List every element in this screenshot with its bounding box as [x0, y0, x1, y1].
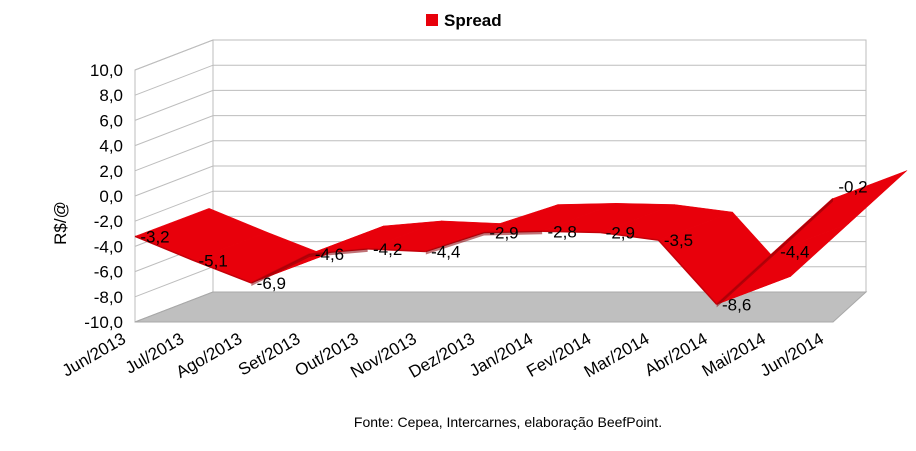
- gridline: [134, 115, 866, 147]
- data-label: -4,2: [373, 240, 402, 259]
- data-label: -2,9: [606, 224, 635, 243]
- x-tick-label: Dez/2013: [405, 329, 478, 382]
- x-tick-label: Mar/2014: [581, 329, 653, 381]
- data-label: -5,1: [199, 251, 228, 270]
- data-label: -2,8: [548, 222, 577, 241]
- y-tick-label: -10,0: [84, 313, 123, 332]
- series-ribbon: [134, 170, 908, 308]
- legend-swatch: [426, 14, 438, 26]
- y-axis-ticks: 10,0 8,0 6,0 4,0 2,0 0,0 -2,0 -4,0 -6,0 -8,0 -10,0: [84, 61, 123, 332]
- ribbon-edge: [192, 259, 252, 284]
- gridline: [134, 89, 866, 121]
- y-tick-label: -8,0: [94, 288, 123, 307]
- ribbon-edge: [600, 231, 659, 241]
- data-label: -2,9: [489, 224, 518, 243]
- x-tick-label: Ago/2013: [173, 329, 246, 382]
- chart-floor: [134, 291, 868, 323]
- x-axis-ticks: Jun/2013Jul/2013Ago/2013Set/2013Out/2013…: [59, 329, 827, 382]
- data-label: -4,4: [431, 242, 460, 261]
- x-tick-label: Set/2013: [235, 329, 303, 379]
- gridline: [134, 165, 866, 197]
- source-text: Fonte: Cepea, Intercarnes, elaboração Be…: [353, 414, 663, 430]
- data-label: -6,9: [257, 274, 286, 293]
- gridline: [134, 64, 866, 96]
- x-tick-label: Fev/2014: [523, 329, 594, 381]
- data-label: -3,2: [140, 227, 169, 246]
- y-axis-label: R$/@: [51, 201, 70, 245]
- ribbon-shade: [716, 251, 775, 308]
- gridline: [134, 190, 866, 222]
- y-tick-label: 4,0: [99, 137, 123, 156]
- y-tick-label: 6,0: [99, 111, 123, 130]
- data-label: -4,6: [315, 245, 344, 264]
- ribbon-shade: [425, 232, 484, 255]
- ribbon-shade: [484, 231, 543, 236]
- ribbon-edge: [134, 235, 194, 261]
- x-tick-label: Nov/2013: [347, 329, 420, 382]
- ribbon-edge: [657, 239, 718, 305]
- x-tick-label: Jun/2013: [59, 329, 129, 380]
- data-label: -8,6: [722, 295, 751, 314]
- y-tick-label: 0,0: [99, 187, 123, 206]
- x-tick-label: Mai/2014: [699, 329, 769, 380]
- ribbon-shade: [251, 253, 310, 286]
- data-label: -3,5: [664, 231, 693, 250]
- x-tick-label: Jan/2014: [466, 329, 536, 380]
- ribbon-shade: [309, 248, 368, 257]
- y-tick-label: 2,0: [99, 162, 123, 181]
- gridline: [134, 140, 866, 172]
- source-note: Fonte: Cepea, Intercarnes, elaboração Be…: [0, 414, 916, 430]
- x-tick-label: Abr/2014: [641, 329, 710, 380]
- y-tick-label: -6,0: [94, 263, 123, 282]
- legend: Spread: [426, 11, 502, 30]
- y-tick-label: -4,0: [94, 237, 123, 256]
- data-label: -0,2: [838, 178, 867, 197]
- ribbon-edge: [542, 230, 601, 234]
- floor-plane: [134, 291, 868, 323]
- data-labels: -3,2 -5,1 -6,9 -4,6 -4,2 -4,4 -2,9 -2,8 -2,9 -3,5…: [140, 178, 867, 315]
- ribbon-edge: [367, 248, 426, 253]
- y-tick-label: -2,0: [94, 212, 123, 231]
- gridline: [134, 39, 866, 71]
- y-tick-label: 8,0: [99, 86, 123, 105]
- ribbon-shade: [774, 198, 833, 255]
- x-tick-label: Jun/2014: [757, 329, 827, 380]
- legend-label: Spread: [444, 11, 502, 30]
- y-tick-label: 10,0: [90, 61, 123, 80]
- data-label: -4,4: [780, 242, 809, 261]
